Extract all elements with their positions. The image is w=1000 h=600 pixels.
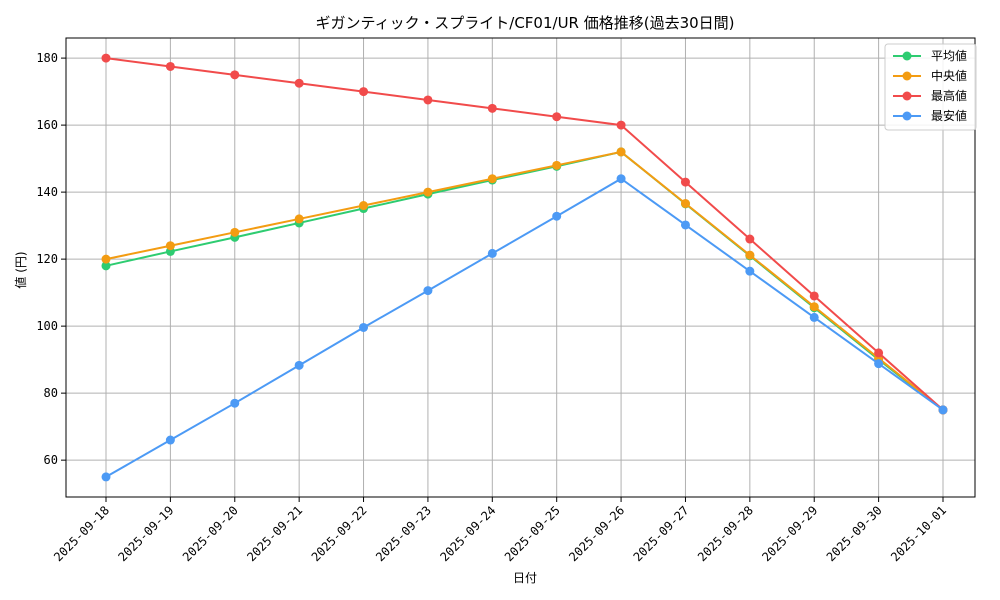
data-point	[230, 398, 240, 408]
data-point	[680, 199, 690, 209]
data-point	[745, 234, 755, 244]
data-point	[359, 87, 369, 97]
x-tick-label: 2025-09-20	[180, 503, 241, 564]
data-point	[487, 174, 497, 184]
data-point	[423, 95, 433, 105]
legend-swatch-marker	[902, 111, 912, 121]
data-point	[745, 250, 755, 260]
data-point	[487, 248, 497, 258]
chart-title: ギガンティック・スプライト/CF01/UR 価格推移(過去30日間)	[315, 14, 734, 32]
data-point	[616, 120, 626, 130]
x-axis-title: 日付	[513, 571, 537, 585]
series-2	[101, 147, 948, 415]
data-point	[165, 61, 175, 71]
data-point	[230, 70, 240, 80]
grid-lines	[66, 38, 975, 497]
data-point	[616, 147, 626, 157]
x-tick-label: 2025-09-30	[824, 503, 885, 564]
data-point	[101, 53, 111, 63]
data-point	[552, 160, 562, 170]
data-point	[165, 435, 175, 445]
x-tick-label: 2025-09-18	[51, 503, 112, 564]
y-tick-label: 140	[36, 185, 58, 199]
y-tick-label: 160	[36, 118, 58, 132]
legend-swatch-marker	[902, 51, 912, 61]
series-1	[101, 147, 948, 415]
series-line	[105, 150, 944, 411]
data-point	[552, 211, 562, 221]
data-point	[101, 261, 111, 271]
x-tick-label: 2025-09-22	[309, 503, 370, 564]
data-point	[423, 286, 433, 296]
x-tick-label: 2025-09-29	[759, 503, 820, 564]
y-tick-label: 80	[44, 386, 58, 400]
data-point	[745, 266, 755, 276]
x-tick-label: 2025-09-27	[631, 503, 692, 564]
data-point	[230, 227, 240, 237]
y-tick-label: 180	[36, 51, 58, 65]
y-axis-title: 値 (円)	[13, 251, 28, 288]
x-tick-label: 2025-09-26	[566, 503, 627, 564]
x-tick-label: 2025-09-25	[502, 503, 563, 564]
legend-box	[884, 43, 977, 131]
data-point	[165, 241, 175, 251]
y-tick-label: 100	[36, 319, 58, 333]
x-tick-label: 2025-09-19	[116, 503, 177, 564]
x-tick-label: 2025-10-01	[888, 503, 949, 564]
x-tick-label: 2025-09-23	[373, 503, 434, 564]
data-point	[359, 322, 369, 332]
series-line	[105, 57, 944, 411]
data-point	[809, 291, 819, 301]
series-layer	[101, 53, 948, 482]
data-point	[809, 312, 819, 322]
x-tick-label: 2025-09-28	[695, 503, 756, 564]
data-point	[680, 220, 690, 230]
legend-label: 平均値	[931, 48, 967, 63]
series-3	[101, 53, 948, 415]
y-tick-label: 60	[44, 453, 58, 467]
data-point	[938, 405, 948, 415]
legend-label: 中央値	[931, 68, 967, 83]
data-point	[874, 348, 884, 358]
x-tick-label: 2025-09-21	[244, 503, 305, 564]
legend-label: 最安値	[931, 108, 967, 123]
data-point	[359, 201, 369, 211]
data-point	[680, 177, 690, 187]
legend-label: 最高値	[931, 88, 967, 103]
series-line	[105, 177, 944, 478]
data-point	[809, 302, 819, 312]
x-tick-label: 2025-09-24	[437, 503, 498, 564]
y-tick-label: 120	[36, 252, 58, 266]
series-line	[105, 150, 944, 411]
data-point	[101, 254, 111, 264]
data-point	[294, 360, 304, 370]
data-point	[294, 214, 304, 224]
data-point	[423, 187, 433, 197]
legend-swatch-marker	[902, 71, 912, 81]
data-point	[552, 112, 562, 122]
legend-swatch-marker	[902, 91, 912, 101]
data-point	[874, 359, 884, 369]
data-point	[294, 78, 304, 88]
data-point	[616, 174, 626, 184]
plot-frame	[65, 37, 976, 498]
data-point	[487, 103, 497, 113]
series-4	[101, 174, 948, 482]
data-point	[101, 472, 111, 482]
